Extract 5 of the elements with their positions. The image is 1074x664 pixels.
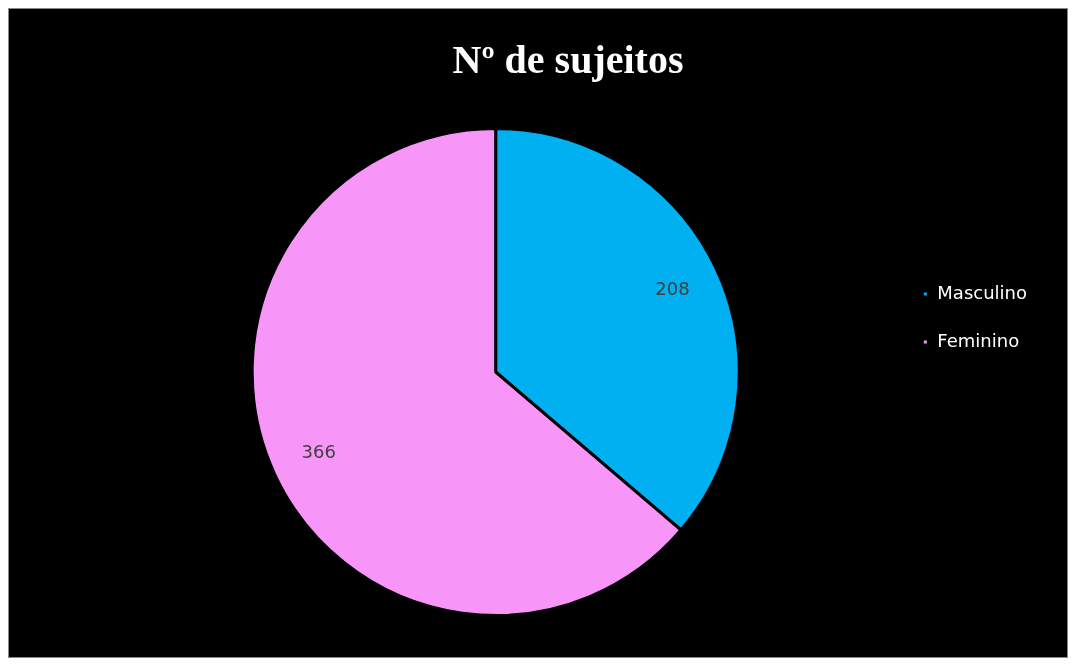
data-label: 366 xyxy=(301,441,336,463)
data-label: 208 xyxy=(655,278,690,300)
chart-title: Nº de sujeitos xyxy=(452,37,684,83)
legend-label: Feminino xyxy=(937,329,1020,351)
legend-label: Masculino xyxy=(937,281,1028,303)
